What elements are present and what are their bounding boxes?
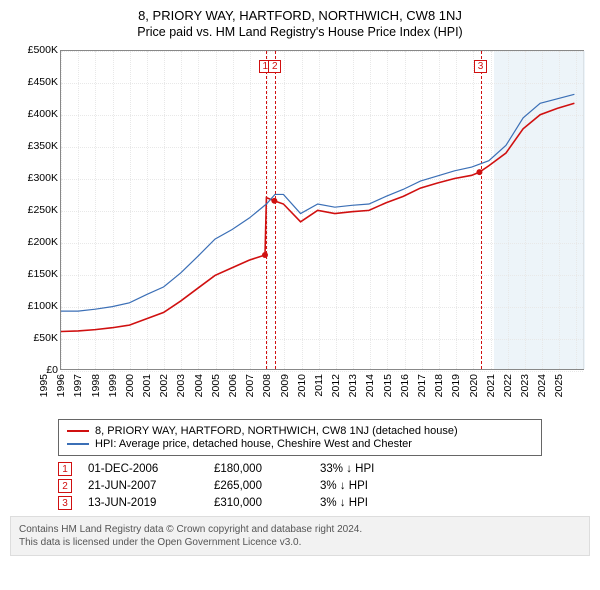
legend-row: HPI: Average price, detached house, Ches… bbox=[67, 438, 533, 450]
footer-line-1: Contains HM Land Registry data © Crown c… bbox=[19, 523, 581, 536]
transaction-number: 3 bbox=[58, 496, 72, 510]
transaction-delta: 3% ↓ HPI bbox=[320, 480, 420, 492]
series-line bbox=[61, 94, 574, 311]
footer-attribution: Contains HM Land Registry data © Crown c… bbox=[10, 516, 590, 556]
marker-dot bbox=[262, 252, 268, 258]
marker-dot bbox=[476, 169, 482, 175]
transaction-number: 2 bbox=[58, 479, 72, 493]
legend: 8, PRIORY WAY, HARTFORD, NORTHWICH, CW8 … bbox=[58, 419, 542, 456]
y-tick-label: £150K bbox=[10, 268, 58, 280]
series-line bbox=[61, 103, 574, 331]
x-tick-label: 2025 bbox=[553, 374, 597, 397]
legend-row: 8, PRIORY WAY, HARTFORD, NORTHWICH, CW8 … bbox=[67, 425, 533, 437]
transaction-number: 1 bbox=[58, 462, 72, 476]
y-tick-label: £50K bbox=[10, 332, 58, 344]
marker-number-box: 3 bbox=[474, 60, 487, 73]
y-tick-label: £500K bbox=[10, 44, 58, 56]
transaction-date: 01-DEC-2006 bbox=[88, 463, 198, 475]
legend-label: HPI: Average price, detached house, Ches… bbox=[95, 438, 412, 450]
marker-number-box: 2 bbox=[268, 60, 281, 73]
transaction-delta: 3% ↓ HPI bbox=[320, 497, 420, 509]
chart-container: 8, PRIORY WAY, HARTFORD, NORTHWICH, CW8 … bbox=[0, 0, 600, 562]
y-tick-label: £200K bbox=[10, 236, 58, 248]
y-tick-label: £100K bbox=[10, 300, 58, 312]
legend-swatch bbox=[67, 443, 89, 445]
transaction-row: 3 13-JUN-2019 £310,000 3% ↓ HPI bbox=[58, 496, 590, 510]
plot-area bbox=[60, 50, 584, 370]
chart-lines bbox=[61, 51, 583, 370]
transaction-delta: 33% ↓ HPI bbox=[320, 463, 420, 475]
y-tick-label: £300K bbox=[10, 172, 58, 184]
y-tick-label: £350K bbox=[10, 140, 58, 152]
transactions-table: 101-DEC-2006£180,00033% ↓ HPI221-JUN-200… bbox=[58, 462, 590, 510]
footer-line-2: This data is licensed under the Open Gov… bbox=[19, 536, 581, 549]
y-tick-label: £250K bbox=[10, 204, 58, 216]
transaction-row: 1 01-DEC-2006 £180,000 33% ↓ HPI bbox=[58, 462, 590, 476]
y-tick-label: £400K bbox=[10, 108, 58, 120]
transaction-row: 2 21-JUN-2007 £265,000 3% ↓ HPI bbox=[58, 479, 590, 493]
legend-label: 8, PRIORY WAY, HARTFORD, NORTHWICH, CW8 … bbox=[95, 425, 458, 437]
transaction-price: £310,000 bbox=[214, 497, 304, 509]
marker-dot bbox=[271, 198, 277, 204]
transaction-price: £265,000 bbox=[214, 480, 304, 492]
chart-title: 8, PRIORY WAY, HARTFORD, NORTHWICH, CW8 … bbox=[10, 8, 590, 23]
transaction-date: 21-JUN-2007 bbox=[88, 480, 198, 492]
y-tick-label: £450K bbox=[10, 76, 58, 88]
legend-swatch bbox=[67, 430, 89, 432]
chart-box: £0£50K£100K£150K£200K£250K£300K£350K£400… bbox=[10, 45, 590, 415]
chart-subtitle: Price paid vs. HM Land Registry's House … bbox=[10, 25, 590, 39]
transaction-date: 13-JUN-2019 bbox=[88, 497, 198, 509]
gridline-h bbox=[61, 371, 583, 372]
transaction-price: £180,000 bbox=[214, 463, 304, 475]
